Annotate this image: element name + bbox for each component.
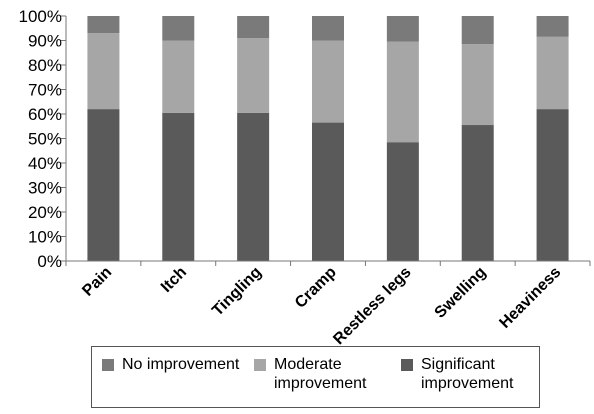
bar-segment	[87, 109, 120, 261]
bar-segment	[162, 112, 195, 262]
bar-segment	[237, 38, 270, 113]
bar-segment	[461, 125, 494, 262]
y-tick-label: 100%	[19, 7, 62, 26]
bar-segment	[386, 16, 419, 42]
legend-label: Significant improvement	[421, 356, 514, 392]
bars	[87, 16, 569, 262]
x-category-label: Itch	[158, 264, 190, 296]
x-category-label: Pain	[79, 264, 115, 300]
x-category-label: Tingling	[209, 264, 265, 320]
legend-swatch-moderate-improvement	[254, 359, 266, 371]
bar-segment	[312, 122, 344, 261]
legend-label: Moderate improvement	[274, 356, 367, 392]
legend-swatch-no-improvement	[102, 359, 114, 371]
y-tick-label: 60%	[28, 105, 62, 124]
bar-segment	[461, 16, 494, 45]
bar-segment	[386, 142, 419, 261]
y-tick-label: 0%	[37, 252, 62, 271]
legend-item-moderate-improvement: Moderate improvement	[254, 355, 394, 393]
axes	[65, 16, 591, 266]
bar-segment	[536, 109, 569, 261]
y-tick-label: 20%	[28, 203, 62, 222]
legend: No improvement Moderate improvement Sign…	[91, 346, 540, 408]
bar-segment	[87, 16, 120, 34]
bar-segment	[162, 16, 195, 41]
bar-segment	[312, 40, 344, 123]
y-tick-label: 30%	[28, 179, 62, 198]
y-axis-ticks: 0% 10% 20% 30% 40% 50% 60% 70% 80% 90% 100%	[19, 7, 66, 271]
bar-segment	[162, 40, 195, 113]
legend-item-significant-improvement: Significant improvement	[401, 355, 541, 393]
legend-item-no-improvement: No improvement	[102, 355, 242, 374]
y-tick-label: 50%	[28, 130, 62, 149]
bar-segment	[87, 33, 120, 110]
x-category-label: Cramp	[292, 264, 340, 312]
bar-segment	[536, 36, 569, 110]
y-tick-label: 10%	[28, 228, 62, 247]
x-category-label: Restless legs	[330, 264, 414, 348]
y-tick-label: 80%	[28, 56, 62, 75]
bar-segment	[312, 16, 344, 41]
bar-segment	[237, 112, 270, 262]
legend-label: No improvement	[122, 356, 240, 373]
bar-segment	[461, 44, 494, 126]
y-tick-label: 90%	[28, 32, 62, 51]
legend-swatch-significant-improvement	[401, 359, 413, 371]
bar-segment	[386, 41, 419, 143]
bar-segment	[536, 16, 569, 37]
x-category-label: Swelling	[432, 264, 490, 322]
bar-segment	[237, 16, 270, 39]
x-category-label: Heaviness	[496, 264, 564, 332]
y-tick-label: 40%	[28, 154, 62, 173]
y-tick-label: 70%	[28, 81, 62, 100]
